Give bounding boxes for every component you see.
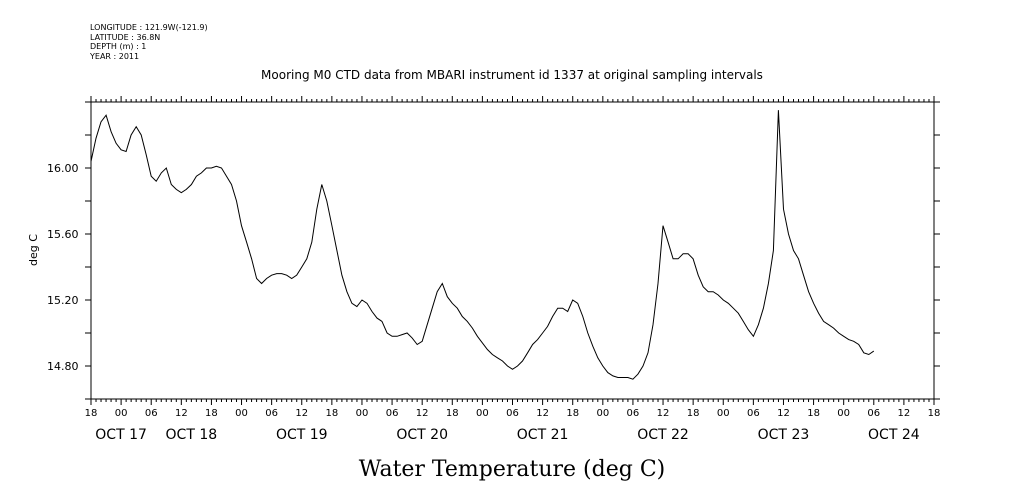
x-hour-label: 12 <box>898 408 911 419</box>
x-date-label: OCT 21 <box>517 427 569 443</box>
x-hour-label: 18 <box>85 408 98 419</box>
longitude-label: LONGITUDE : 121.9W(-121.9) <box>90 23 208 32</box>
x-hour-label: 12 <box>657 408 670 419</box>
x-hour-label: 00 <box>115 408 128 419</box>
x-hour-labels: 18 00 06 12 18 00 06 12 18 00 06 12 18 00 06 12 18 00 06 12… <box>85 408 941 419</box>
x-date-label: OCT 18 <box>166 427 218 443</box>
x-hour-label: 12 <box>777 408 790 419</box>
x-hour-label: 00 <box>596 408 609 419</box>
x-hour-label: 18 <box>566 408 579 419</box>
x-hour-label: 18 <box>687 408 700 419</box>
chart-title: Mooring M0 CTD data from MBARI instrumen… <box>261 68 763 82</box>
x-hour-label: 00 <box>235 408 248 419</box>
x-hour-label: 12 <box>295 408 308 419</box>
x-hour-label: 06 <box>386 408 399 419</box>
x-date-label: OCT 24 <box>868 427 920 443</box>
x-hour-label: 18 <box>205 408 218 419</box>
tick-group <box>85 96 940 405</box>
y-axis-label: deg C <box>27 234 40 266</box>
x-hour-label: 00 <box>476 408 489 419</box>
x-date-labels: OCT 17 OCT 18 OCT 19 OCT 20 OCT 21 OCT 22 OCT … <box>95 427 919 443</box>
x-hour-label: 00 <box>356 408 369 419</box>
x-hour-label: 12 <box>175 408 188 419</box>
year-label: YEAR : 2011 <box>90 51 140 61</box>
x-hour-label: 06 <box>265 408 278 419</box>
y-tick-label: 14.80 <box>47 360 79 373</box>
x-hour-label: 06 <box>506 408 519 419</box>
x-hour-label: 12 <box>536 408 549 419</box>
x-date-label: OCT 23 <box>758 427 810 443</box>
depth-label: DEPTH (m) : 1 <box>90 42 147 51</box>
y-tick-label: 16.00 <box>47 162 79 175</box>
x-hour-label: 18 <box>325 408 338 419</box>
x-date-label: OCT 20 <box>396 427 448 443</box>
x-date-label: OCT 19 <box>276 427 328 443</box>
x-hour-label: 06 <box>747 408 760 419</box>
y-tick-label: 15.20 <box>47 294 79 307</box>
x-hour-label: 12 <box>416 408 429 419</box>
y-tick-labels: 16.00 15.60 15.20 14.80 <box>47 162 79 373</box>
x-hour-label: 18 <box>446 408 459 419</box>
y-tick-label: 15.60 <box>47 228 79 241</box>
x-hour-label: 18 <box>807 408 820 419</box>
x-axis-label: Water Temperature (deg C) <box>359 457 666 482</box>
x-hour-label: 06 <box>627 408 640 419</box>
x-hour-label: 18 <box>928 408 941 419</box>
latitude-label: LATITUDE : 36.8N <box>90 32 161 42</box>
plot-frame <box>90 101 935 400</box>
x-date-label: OCT 22 <box>637 427 689 443</box>
x-hour-label: 00 <box>837 408 850 419</box>
series-line-water-temperature <box>90 110 875 380</box>
x-date-label: OCT 17 <box>95 427 147 443</box>
x-hour-label: 06 <box>867 408 880 419</box>
x-hour-label: 00 <box>717 408 730 419</box>
x-hour-label: 06 <box>145 408 158 419</box>
